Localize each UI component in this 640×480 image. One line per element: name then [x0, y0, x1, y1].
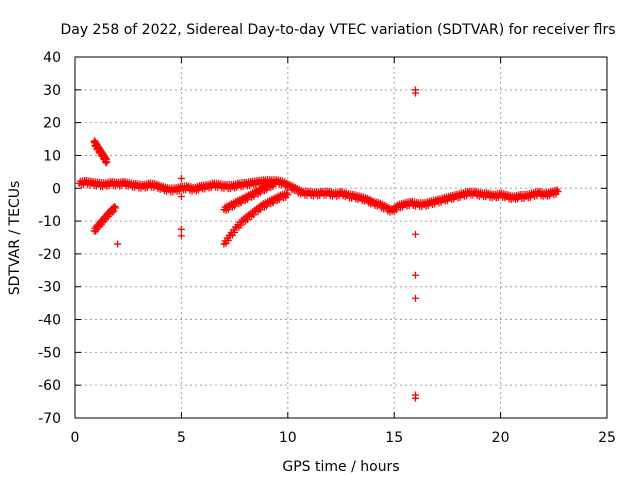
data-point	[111, 204, 119, 212]
y-tick-label: 40	[43, 50, 61, 66]
data-point	[270, 178, 278, 186]
y-tick-label: 30	[43, 83, 61, 99]
series-arc-3	[220, 178, 279, 214]
plot-frame	[74, 56, 608, 419]
data-point	[109, 208, 117, 216]
data-point	[114, 240, 122, 248]
series-arc-1-lower	[90, 203, 119, 235]
grid-layer	[75, 57, 607, 418]
data-point	[411, 394, 419, 402]
tick-layer: 0 5 10 15 20 25 40 30 20 10 0 -10 -20 -30 -40 -50 -60 -70	[38, 50, 616, 446]
data-point	[411, 230, 419, 238]
data-point	[110, 207, 118, 215]
y-tick-label: 0	[52, 181, 61, 197]
data-point	[250, 211, 258, 219]
chart-title: Day 258 of 2022, Sidereal Day-to-day VTE…	[60, 22, 615, 38]
y-tick-label: -40	[38, 313, 61, 329]
data-point	[231, 228, 239, 236]
series-arc-1-upper	[90, 137, 111, 167]
data-point	[411, 271, 419, 279]
x-tick-label: 5	[177, 430, 186, 446]
data-point	[237, 221, 245, 229]
x-tick-label: 20	[492, 430, 510, 446]
data-point	[411, 89, 419, 97]
data-point	[177, 192, 185, 200]
y-tick-label: -50	[38, 345, 61, 361]
x-tick-label: 10	[279, 430, 297, 446]
data-layer	[75, 86, 562, 402]
data-point	[177, 232, 185, 240]
y-tick-label: 10	[43, 148, 61, 164]
data-point	[111, 203, 119, 211]
y-tick-label: -20	[38, 247, 61, 263]
y-tick-label: 20	[43, 116, 61, 132]
data-point	[104, 212, 112, 220]
series-arc-2	[220, 189, 292, 248]
data-point	[271, 179, 279, 187]
x-axis-label: GPS time / hours	[282, 459, 399, 475]
series-main-band	[75, 176, 562, 216]
x-tick-label: 15	[385, 430, 403, 446]
data-point	[96, 222, 104, 230]
data-point	[411, 294, 419, 302]
y-tick-label: -70	[38, 411, 61, 427]
series-outliers	[114, 86, 419, 402]
data-point	[92, 227, 100, 235]
data-point	[224, 237, 232, 245]
y-tick-label: -30	[38, 280, 61, 296]
data-point	[243, 216, 251, 224]
data-point	[177, 225, 185, 233]
data-point	[177, 174, 185, 182]
y-tick-label: -60	[38, 378, 61, 394]
data-point	[100, 217, 108, 225]
data-point	[392, 206, 400, 214]
data-point	[103, 158, 111, 166]
y-tick-label: -10	[38, 214, 61, 230]
data-point	[554, 188, 562, 196]
data-point	[256, 206, 264, 214]
x-tick-label: 25	[598, 430, 616, 446]
data-point	[284, 191, 292, 199]
x-tick-label: 0	[71, 430, 80, 446]
y-axis-label: SDTVAR / TECUs	[7, 181, 23, 296]
